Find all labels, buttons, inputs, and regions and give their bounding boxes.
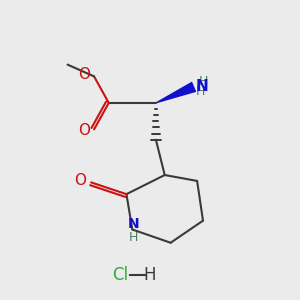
Text: Cl: Cl [112,266,129,284]
Text: H: H [129,231,139,244]
Text: N: N [196,79,208,94]
Text: O: O [78,68,90,82]
Text: O: O [78,123,90,138]
Text: H: H [196,85,205,98]
Text: N: N [128,217,140,231]
Text: O: O [74,173,86,188]
Text: H: H [144,266,156,284]
Text: H: H [198,75,208,88]
Polygon shape [156,82,196,104]
